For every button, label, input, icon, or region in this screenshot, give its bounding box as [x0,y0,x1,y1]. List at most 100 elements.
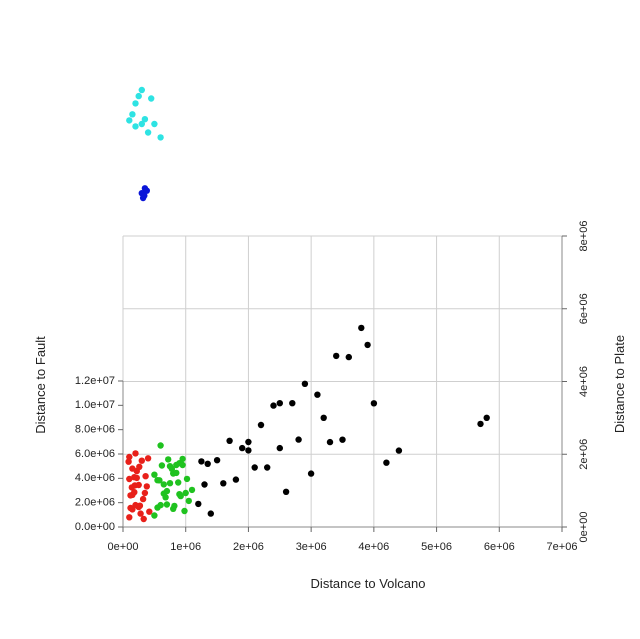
scatter-point [364,341,371,349]
x-tick-label: 6e+06 [484,541,515,553]
scatter-point [125,458,132,465]
scatter-point [301,380,309,387]
scatter-point [173,469,180,477]
scatter-point [232,476,240,483]
scatter-point [483,414,490,421]
scatter-point [179,455,186,463]
scatter-point [477,420,484,428]
scatter-point [160,481,167,488]
x-axis-title: Distance to Volcano [311,576,426,591]
scatter-point [220,480,227,487]
scatter-point [126,453,133,461]
y-tick-label: 8e+06 [578,221,590,252]
scatter-point [181,507,188,515]
scatter-point [138,457,145,464]
scatter-point [370,400,378,407]
scatter-point [146,508,153,515]
scatter-point [140,515,147,523]
axes [118,235,567,532]
z-tick-label: 0.0e+00 [75,521,115,533]
y-axis-title: Distance to Plate [612,335,627,433]
scatter-point [168,465,176,473]
scatter-point [383,459,390,466]
scatter-point [213,457,221,464]
y-tick-label: 4e+06 [578,366,590,397]
scatter-point [144,455,152,462]
scatter-point [163,501,171,508]
scatter-point [207,510,214,517]
scatter-point [129,491,136,499]
x-tick-label: 2e+06 [233,541,264,553]
scatter-point [270,402,277,409]
scatter-point [136,502,144,509]
scatter-point [333,352,340,360]
grid [122,235,563,528]
scatter-point [133,474,140,482]
scatter-point [198,458,205,465]
scatter-point [137,510,144,517]
scatter-point [139,495,147,503]
scatter-point [226,437,233,444]
scatter-point [185,497,192,505]
scatter-point [132,450,139,457]
scatter-point [358,324,365,332]
scatter-point [295,436,302,443]
scatter-point [163,487,171,495]
scatter-point [264,464,271,471]
scatter-point [138,120,145,128]
scatter-point [151,471,158,478]
scatter-point [257,421,265,429]
scatter-point [165,456,172,463]
z-tick-label: 6.0e+06 [75,448,115,460]
scatter-point [157,501,164,509]
scatter-point [143,483,150,490]
scatter-point [129,111,136,118]
scatter-point [251,464,258,471]
scatter-point [141,192,148,199]
scatter-point [195,500,202,508]
scatter-point [144,129,152,136]
scatter-point [129,465,136,472]
scatter-point [132,123,139,130]
scatter-point [171,502,178,510]
scatter-point [188,486,196,494]
scatter-point [126,514,133,521]
scatter-point [148,95,155,102]
scatter-point [282,488,290,495]
scatter-point [177,492,184,500]
scatter-point [245,447,252,454]
scatter-point [245,438,252,446]
scatter-point [141,116,149,123]
y-tick-label: 0e+00 [578,512,590,543]
scatter-point [141,489,149,497]
scatter-point [138,86,145,94]
z-tick-label: 2.0e+06 [75,497,115,509]
scatter-point [136,463,143,470]
scatter-point [314,391,321,398]
scatter-point [135,92,142,100]
scatter-point [157,134,164,141]
scatter-point [158,462,166,469]
y-tick-label: 6e+06 [578,293,590,324]
z-axis-title: Distance to Fault [33,336,48,434]
scatter-point [276,444,283,452]
y-tick-label: 2e+06 [578,439,590,470]
scatter-point [126,475,133,483]
scatter-point [151,512,158,519]
x-tick-label: 5e+06 [421,541,452,553]
z-tick-label: 1.0e+07 [75,399,115,411]
scatter-point [179,461,186,469]
scatter-point [151,120,158,128]
scatter-point [239,444,246,452]
data-points [125,86,490,523]
scatter-point [395,447,403,454]
scatter-point [289,400,296,407]
scatter-point [339,436,346,443]
scatter-point [307,470,315,477]
scatter-point [143,187,150,194]
scatter-point [162,494,169,501]
scatter-point [132,100,139,107]
z-tick-label: 4.0e+06 [75,472,115,484]
scatter-point [183,475,191,483]
